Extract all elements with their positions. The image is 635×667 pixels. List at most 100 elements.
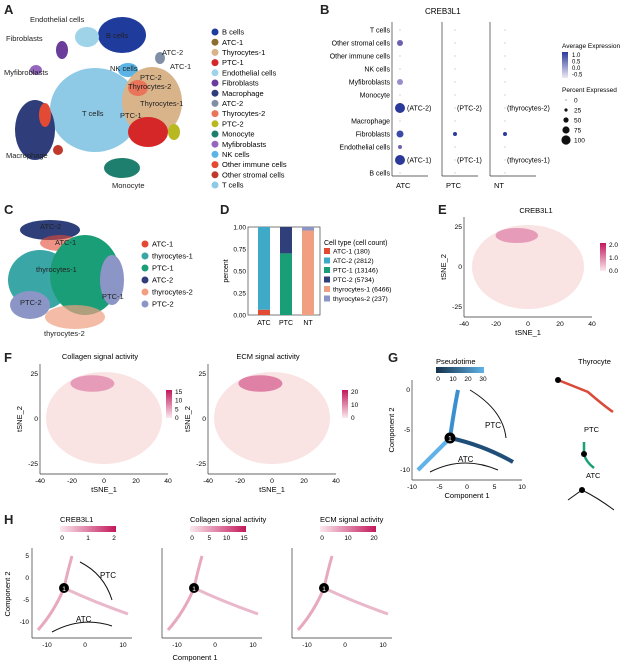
panel-f-right-xtick: -40 [203,478,213,485]
annotation-thy2: (thyrocytes-2) [507,106,550,113]
legend-c-swatch [141,264,149,272]
dotplot-faint-dot [504,120,506,122]
dotplot-row-label: Other stromal cells [332,41,391,48]
legend-c-swatch [141,288,149,296]
panel-h-title: CREB3L1 [60,515,93,524]
dotplot-dot [397,40,403,46]
panel-h-xtick: 10 [379,642,387,649]
bar-legend-label: thyrocytes-2 (237) [333,296,388,303]
panel-f-left-scale-tick: 15 [175,389,183,396]
cluster-c-atc2 [20,220,80,240]
dotplot-row-label: NK cells [364,67,390,74]
dotplot-dot [396,130,404,138]
cluster-atc2 [155,52,165,64]
panel-h-scale-tick: 20 [370,535,378,542]
panel-e-ytick: 25 [454,224,462,231]
panel-h-label-atc: ATC [76,615,92,624]
dotplot-faint-dot [454,29,456,31]
cluster-monocyte [104,158,140,178]
legend-a-swatch [211,59,219,67]
arrow-atc [429,462,499,473]
label-endothelial: Endothelial cells [30,15,84,24]
panel-h-ytick: 5 [25,553,29,560]
bar-legend-swatch [324,257,330,264]
bar-ytick-label: 0.75 [233,247,246,254]
bar-legend-label: thyrocytes-1 (6466) [333,287,392,294]
bar-segment [258,309,270,315]
panel-f-left-title: Collagen signal activity [62,352,139,361]
panel-h-branch-up [36,555,74,631]
legend-pct-title: Percent Expressed [562,87,617,94]
legend-pct-dot [563,117,569,123]
panel-f-right-scale-tick: 10 [351,402,359,409]
panel-letter-f: F [4,350,12,365]
panel-a-legend: B cellsATC-1Thyrocytes-1PTC-1Endothelial… [211,28,287,190]
panel-f-left-scale-tick: 10 [175,398,183,405]
annotation-atc2: (ATC-2) [407,106,431,113]
legend-c-swatch [141,300,149,308]
panel-h-xtick: -10 [172,642,182,649]
bar-legend-swatch [324,267,330,273]
dotplot-row-label: Fibroblasts [356,132,391,139]
panel-h-xlabel: Component 1 [172,653,217,662]
dotplot-faint-dot [399,172,401,174]
label-fibroblasts: Fibroblasts [6,34,43,43]
cluster-myfibroblasts [30,65,42,75]
dotplot-row-label: Other immune cells [330,54,391,61]
legend-pct-tick: 100 [574,138,585,145]
panel-e-scale-tick: 2.0 [609,242,618,249]
dotplot-faint-dot [454,146,456,148]
panel-g-ytick: -10 [400,467,410,474]
panel-h-scale-tick: 0 [190,535,194,542]
bar-segment [280,227,292,254]
dotplot-column-label: PTC [446,181,462,190]
panel-g-xtick: 5 [493,484,497,491]
panel-h-branch-right [323,586,389,616]
side-thyrocyte-node [555,377,561,383]
panel-h-branch-right [63,586,129,616]
panel-f-left-blob-hotspot [70,375,115,392]
label-c-atc1: ATC-1 [55,238,76,247]
dotplot-dot [398,145,402,149]
label-ptc: PTC [485,421,501,430]
panel-f-left-scale-tick: 5 [175,406,179,413]
legend-a-swatch [211,120,219,128]
panel-f-left-xtick: -40 [35,478,45,485]
panel-h-xtick: -10 [42,642,52,649]
dotplot-faint-dot [504,146,506,148]
panel-f-right-xtick: -20 [235,478,245,485]
panel-h-scale-tick: 0 [60,535,64,542]
label-ptc1: PTC-1 [120,111,142,120]
legend-c-label: PTC-1 [152,264,174,273]
annotation-thy1: (thyrocytes-1) [507,158,550,165]
dotplot-faint-dot [504,159,506,161]
legend-a-swatch [211,110,219,118]
pseudotime-bar [436,367,484,373]
dotplot-faint-dot [504,68,506,70]
dotplot-faint-dot [454,42,456,44]
panel-f-right-xtick: 0 [270,478,274,485]
panel-h-scale [60,526,116,532]
legend-a-swatch [211,161,219,169]
panel-f-left-scale-bar [166,390,172,418]
panel-g-xtick: 10 [518,484,526,491]
panel-d-stacked-bar: 0.00 0.25 0.50 0.75 1.00 percent ATC PTC NT Cell … [223,225,392,328]
panel-g-ytick: 0 [406,387,410,394]
legend-c-label: thyrocytes-2 [152,288,193,297]
legend-pct-tick: 25 [574,108,582,115]
dotplot-faint-dot [454,120,456,122]
panel-f-left-ytick: 25 [30,371,38,378]
panel-a-tsne: Endothelial cells B cells Fibroblasts AT… [4,15,191,190]
panel-h-xtick: 0 [83,642,87,649]
panel-e-scale-tick: 0.0 [609,268,618,275]
cluster-tcells [50,68,140,152]
dotplot-faint-dot [504,29,506,31]
panel-h-scale-tick: 15 [240,535,248,542]
pseudotime-tick: 30 [479,376,487,383]
label-atc: ATC [458,455,474,464]
cluster-ptc1 [128,117,168,147]
panel-h-node [189,583,199,593]
legend-expr-title: Average Expression [562,43,620,50]
panel-f-right-xtick: 20 [300,478,308,485]
panel-h-xtick: 0 [343,642,347,649]
